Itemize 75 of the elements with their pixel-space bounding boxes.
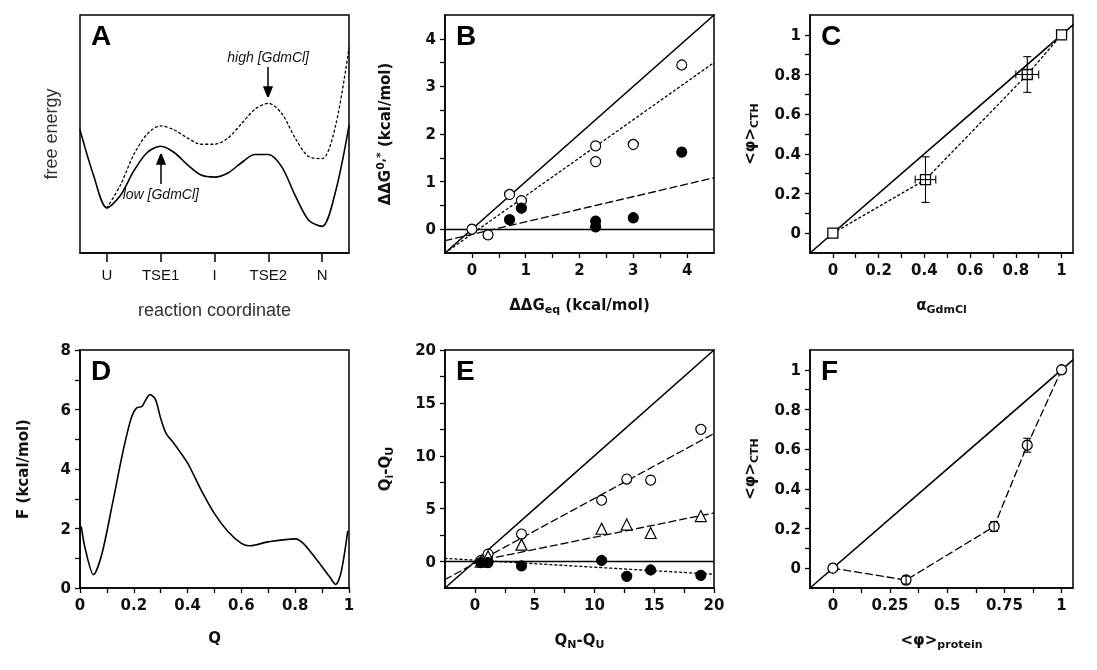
y-tick-label: 0 (425, 220, 436, 239)
y-tick-label: 0.6 (774, 105, 801, 124)
x-tick-label: 0.8 (281, 595, 309, 614)
y-tick-label: 1 (790, 25, 801, 44)
y-tick-label: 0 (790, 559, 801, 578)
x-tick-label: 0 (827, 595, 839, 614)
x-tick-label: U (101, 266, 113, 283)
y-tick-label: 20 (415, 341, 436, 359)
x-tick-label: 0.8 (1002, 260, 1030, 279)
y-tick-label: 2 (425, 125, 436, 143)
annotation: high [GdmCl] (227, 49, 309, 66)
x-tick-label: N (316, 266, 328, 283)
chart-title: E (456, 354, 475, 386)
y-axis-title: F (kcal/mol) (13, 419, 32, 519)
y-tick-label: 0 (60, 579, 71, 597)
y-tick-label: 0 (790, 224, 801, 243)
x-tick-label: 15 (643, 595, 665, 614)
x-tick-label: I (212, 266, 217, 283)
x-tick-label: 0 (466, 260, 478, 279)
y-tick-label: 0.4 (774, 479, 801, 498)
y-tick-label: 0.2 (774, 519, 801, 538)
x-tick-label: 1 (1056, 260, 1067, 279)
y-axis-title: <φ>CTH (741, 103, 761, 165)
annotation: low [GdmCl] (122, 186, 199, 203)
x-tick-label: 5 (529, 595, 540, 614)
x-tick-label: 2 (574, 260, 585, 279)
x-tick-label: 0.6 (228, 595, 255, 614)
y-tick-label: 6 (60, 400, 71, 419)
x-tick-label: TSE2 (249, 266, 288, 283)
y-tick-label: 3 (425, 77, 436, 96)
y-axis-title: ΔΔG0,* (kcal/mol) (374, 62, 394, 206)
y-tick-label: 4 (60, 460, 71, 478)
x-tick-label: 1 (343, 595, 355, 614)
x-tick-label: 0.6 (956, 260, 984, 279)
x-tick-label: 0.2 (120, 595, 148, 614)
y-axis-title: Qi-QU (376, 446, 396, 492)
chart-title: C (821, 19, 842, 51)
x-axis-title: Q (208, 628, 221, 647)
x-tick-label: 1 (1056, 595, 1067, 614)
x-tick-label: 0.25 (871, 595, 909, 614)
x-tick-label: 0.4 (911, 260, 938, 279)
x-tick-label: 0.75 (985, 595, 1023, 614)
y-tick-label: 4 (425, 29, 436, 48)
x-tick-label: 0 (74, 595, 86, 614)
y-tick-label: 0 (425, 552, 436, 571)
chart-title: F (821, 354, 839, 386)
chart-title: A (91, 19, 112, 51)
x-tick-label: 3 (628, 260, 639, 279)
y-tick-label: 8 (60, 341, 71, 359)
y-tick-label: 1 (425, 172, 436, 191)
y-axis-title: free energy (41, 88, 61, 180)
chart-title: B (456, 19, 477, 51)
x-tick-label: 20 (703, 595, 725, 614)
x-tick-label: TSE1 (141, 266, 180, 283)
y-tick-label: 0.6 (774, 440, 801, 459)
y-tick-label: 0.8 (774, 400, 801, 419)
y-tick-label: 5 (425, 499, 436, 518)
x-tick-label: 0.4 (174, 595, 201, 614)
y-axis-title: <φ>CTH (741, 438, 761, 500)
x-tick-label: 4 (681, 260, 693, 279)
y-tick-label: 2 (60, 519, 71, 538)
x-tick-label: 0.2 (865, 260, 892, 279)
x-tick-label: 0 (827, 260, 839, 279)
y-tick-label: 0.8 (774, 65, 801, 84)
y-tick-label: 15 (415, 393, 436, 412)
y-tick-label: 0.4 (774, 144, 801, 163)
chart-title: D (91, 354, 112, 386)
x-axis-title: reaction coordinate (137, 300, 292, 320)
x-tick-label: 0.5 (933, 595, 961, 614)
x-tick-label: 0 (469, 595, 481, 614)
y-tick-label: 10 (415, 446, 436, 465)
x-tick-label: 10 (584, 595, 605, 614)
y-tick-label: 1 (790, 360, 801, 379)
y-tick-label: 0.2 (774, 184, 801, 203)
x-tick-label: 1 (520, 260, 531, 279)
